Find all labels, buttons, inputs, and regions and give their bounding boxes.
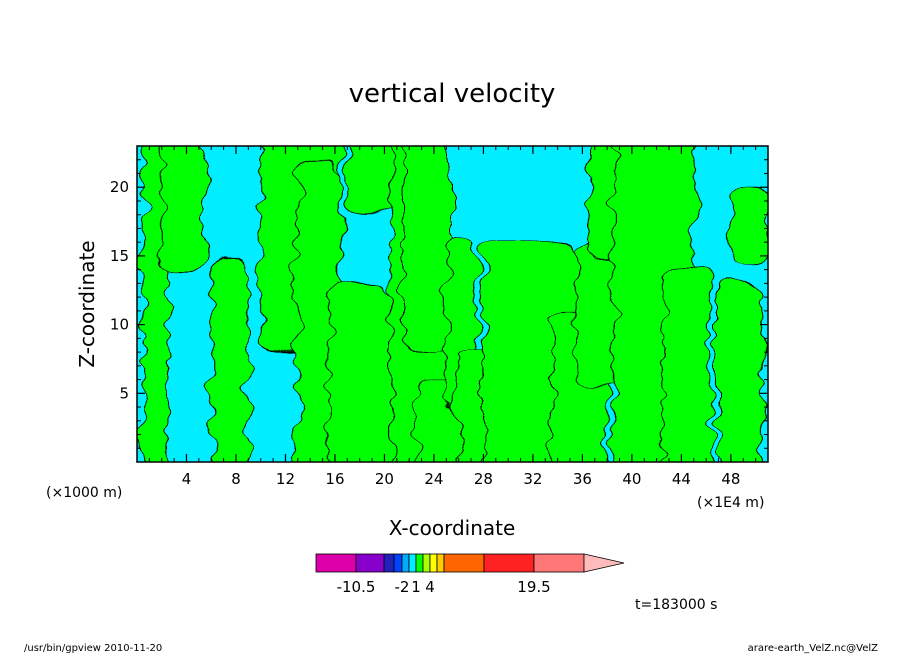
x-axis-label: X-coordinate [389, 516, 516, 540]
x-tick-label: 36 [573, 470, 592, 488]
colorbar-segment [533, 553, 585, 573]
colorbar-segment [415, 553, 424, 573]
updraft-region [730, 186, 768, 271]
x-tick-label: 28 [474, 470, 493, 488]
colorbar-segment [393, 553, 403, 573]
colorbar [315, 553, 625, 573]
colorbar-segment [443, 553, 485, 573]
colorbar-segment [429, 553, 438, 573]
colorbar-segment [436, 553, 445, 573]
x-tick-label: 48 [721, 470, 740, 488]
updraft-region [161, 146, 206, 271]
x-tick-label: 12 [276, 470, 295, 488]
chart-title: vertical velocity [349, 79, 556, 109]
updraft-region [210, 255, 249, 462]
updraft-layer [142, 146, 768, 462]
y-tick-label: 15 [110, 247, 129, 265]
colorbar-segment [355, 553, 385, 573]
x-tick-label: 44 [672, 470, 691, 488]
x-axis-ticks: 4 8 12 16 20 24 28 32 36 40 44 48 [148, 146, 757, 488]
y-axis-label: Z-coordinate [75, 240, 99, 367]
x-tick-label: 8 [231, 470, 241, 488]
colorbar-labels: -10.5 -2 1 4 19.5 [337, 578, 551, 596]
y-tick-label: 20 [110, 178, 129, 196]
colorbar-arrow [583, 553, 625, 573]
x-tick-label: 24 [424, 470, 443, 488]
colorbar-segment [401, 553, 410, 573]
y-tick-label: 10 [110, 316, 129, 334]
colorbar-segment [422, 553, 431, 573]
updraft-region [402, 146, 453, 353]
colorbar-label: -2 [395, 578, 410, 596]
x-unit-left: (×1000 m) [46, 485, 122, 501]
x-tick-label: 16 [325, 470, 344, 488]
colorbar-label: 1 [411, 578, 421, 596]
colorbar-segment [408, 553, 417, 573]
colorbar-segment [483, 553, 535, 573]
x-tick-label: 32 [523, 470, 542, 488]
footer-right: arare-earth_VelZ.nc@VelZ [748, 643, 879, 654]
x-unit-right: (×1E4 m) [697, 495, 764, 511]
colorbar-label: -10.5 [337, 578, 376, 596]
updraft-region [328, 282, 392, 462]
x-tick-label: 20 [375, 470, 394, 488]
time-label: t=183000 s [635, 597, 717, 613]
colorbar-label: 4 [425, 578, 435, 596]
updraft-region [662, 269, 713, 462]
colorbar-label: 19.5 [517, 578, 550, 596]
footer-left: /usr/bin/gpview 2010-11-20 [24, 643, 162, 654]
colorbar-segment [315, 553, 357, 573]
y-tick-label: 5 [119, 384, 129, 402]
updraft-region [718, 282, 763, 462]
x-tick-label: 40 [622, 470, 641, 488]
colorbar-segment [383, 553, 395, 573]
plot-frame [136, 145, 769, 463]
y-axis-ticks: 5 10 15 20 [110, 159, 768, 449]
x-tick-label: 4 [182, 470, 192, 488]
